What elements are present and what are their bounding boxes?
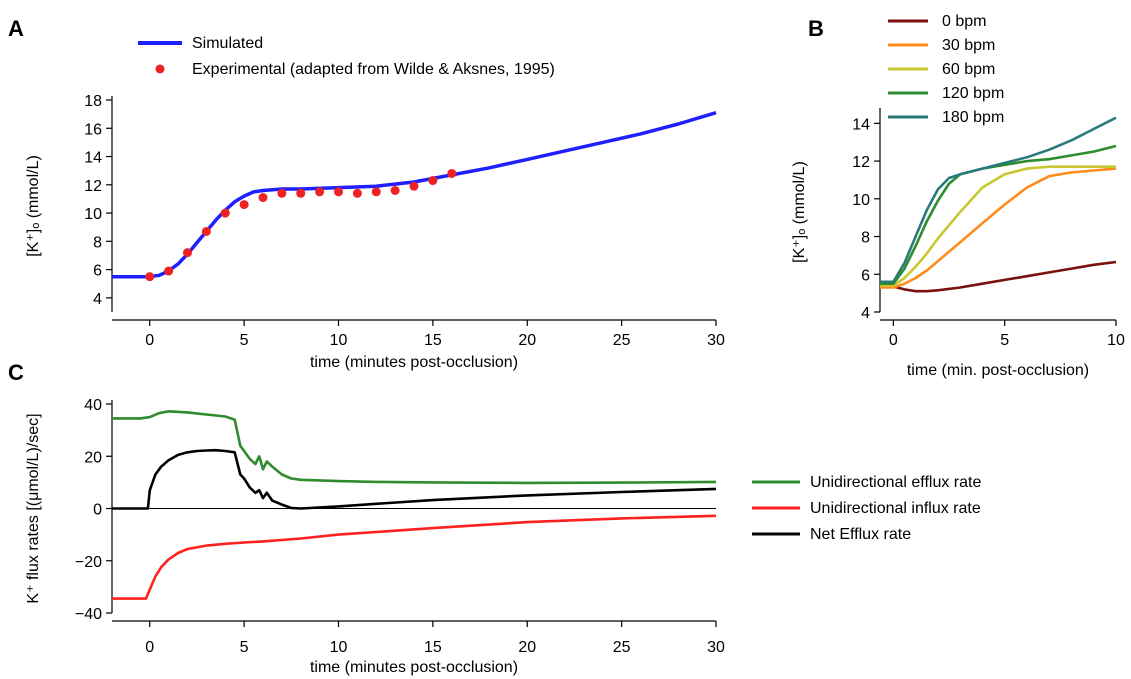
chart-b: 4 6 8 10 12 14 0 5 10 time (min. post-occlusion) […: [791, 13, 1125, 379]
series-unidirectional-efflux-rate-line: [112, 409, 717, 485]
data-point: [390, 185, 400, 195]
chart-a: 4 6 8 10 12 14 16 18 0 5 10 15 20 25 30 time (minutes p…: [25, 35, 725, 371]
series-30-bpm-line: [880, 167, 1117, 289]
data-point: [315, 187, 325, 197]
series-simulated-line: [112, 111, 717, 279]
data-point: [277, 188, 287, 198]
y-tick-label: 10: [84, 206, 102, 223]
y-tick-label: 4: [861, 305, 870, 322]
y-tick-label: 14: [852, 116, 870, 133]
y-tick-label: 0: [93, 502, 102, 519]
x-tick-label: 20: [518, 639, 536, 656]
y-tick-label: 20: [84, 449, 102, 466]
data-point: [352, 188, 362, 198]
data-point: [183, 248, 192, 258]
legend-marker: [155, 64, 165, 74]
x-tick-label: 0: [145, 639, 154, 656]
x-tick-label: 10: [330, 639, 348, 656]
data-point: [258, 193, 268, 203]
x-tick-label: 5: [1000, 332, 1009, 349]
legend-label: Unidirectional efflux rate: [810, 474, 981, 491]
series-unidirectional-influx-rate-line: [112, 514, 717, 600]
y-tick-label: 4: [93, 291, 102, 308]
data-point: [371, 187, 381, 197]
y-tick-label: 12: [84, 178, 102, 195]
x-tick-label: 25: [613, 332, 631, 349]
series-0-bpm-line: [879, 260, 1117, 293]
legend-label: 0 bpm: [942, 13, 986, 30]
legend-label: 60 bpm: [942, 61, 995, 78]
legend-label: Unidirectional influx rate: [810, 500, 981, 517]
x-tick-label: 10: [1107, 332, 1125, 349]
data-point: [428, 176, 438, 186]
x-axis-label: time (minutes post-occlusion): [310, 659, 518, 676]
data-point: [220, 208, 230, 218]
series-60-bpm-line: [880, 165, 1116, 287]
y-tick-label: −40: [75, 606, 102, 623]
data-point: [409, 181, 419, 191]
legend-label: 180 bpm: [942, 109, 1004, 126]
x-tick-label: 30: [707, 332, 725, 349]
data-point: [239, 200, 249, 210]
legend-label: 30 bpm: [942, 37, 995, 54]
y-axis-label: [K⁺]ₒ (mmol/L): [25, 155, 42, 257]
x-tick-label: 5: [240, 639, 249, 656]
y-tick-label: 12: [852, 154, 870, 171]
series-net-efflux-rate-line: [112, 448, 717, 510]
data-point: [334, 187, 343, 197]
panel-letter-b: B: [808, 16, 824, 41]
y-tick-label: 18: [84, 93, 102, 110]
x-tick-label: 15: [424, 332, 442, 349]
data-point: [296, 188, 306, 198]
y-tick-label: 10: [852, 192, 870, 209]
data-point: [164, 266, 174, 276]
y-tick-label: 16: [84, 121, 102, 138]
x-axis-label: time (minutes post-occlusion): [310, 354, 518, 371]
x-tick-label: 30: [707, 639, 725, 656]
x-tick-label: 20: [518, 332, 536, 349]
y-tick-label: 8: [93, 234, 102, 251]
legend-label: Simulated: [192, 35, 263, 52]
legend-label: Net Efflux rate: [810, 526, 911, 543]
y-axis-label: K⁺ flux rates [(μmol/L)/sec]: [25, 413, 42, 603]
series-180-bpm-line: [880, 116, 1117, 284]
y-tick-label: 8: [861, 230, 870, 247]
x-tick-label: 25: [613, 639, 631, 656]
x-tick-label: 10: [330, 332, 348, 349]
data-point: [447, 168, 457, 178]
y-tick-label: −20: [75, 554, 102, 571]
legend-label: Experimental (adapted from Wilde & Aksne…: [192, 61, 555, 78]
y-tick-label: 6: [861, 267, 870, 284]
y-tick-label: 6: [93, 263, 102, 280]
data-point: [145, 272, 155, 282]
panel-letter-c: C: [8, 360, 24, 385]
x-tick-label: 0: [145, 332, 154, 349]
y-tick-label: 14: [84, 150, 102, 167]
x-tick-label: 0: [889, 332, 898, 349]
y-axis-label: [K⁺]ₒ (mmol/L): [791, 161, 808, 263]
x-tick-label: 5: [240, 332, 249, 349]
x-tick-label: 15: [424, 639, 442, 656]
chart-c: −40 −20 0 20 40 0 5 10 15 20 25 30 time (minutes pos…: [25, 397, 981, 676]
x-axis-label: time (min. post-occlusion): [907, 362, 1089, 379]
panel-letter-a: A: [8, 16, 24, 41]
data-point: [201, 226, 211, 236]
y-tick-label: 40: [84, 397, 102, 414]
legend-label: 120 bpm: [942, 85, 1004, 102]
